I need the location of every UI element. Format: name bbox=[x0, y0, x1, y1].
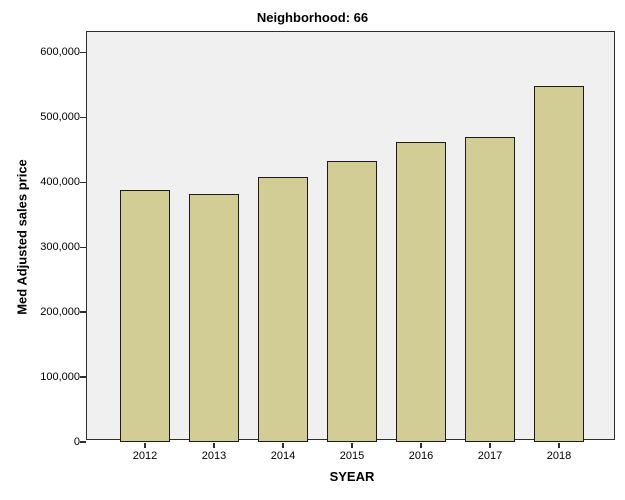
y-tick-label: 100,000 bbox=[40, 370, 80, 383]
bar-2018 bbox=[534, 86, 584, 442]
x-tick-mark bbox=[420, 443, 422, 448]
bar-2012 bbox=[120, 190, 170, 442]
y-tick-mark bbox=[80, 376, 86, 378]
x-tick-mark bbox=[351, 443, 353, 448]
y-tick-mark bbox=[80, 246, 86, 249]
bar-2016 bbox=[396, 141, 446, 442]
y-tick-label: 300,000 bbox=[40, 240, 80, 253]
y-tick-label: 0 bbox=[73, 435, 80, 448]
y-tick-label: 400,000 bbox=[40, 175, 80, 188]
y-tick-mark bbox=[80, 51, 86, 54]
x-tick-label: 2017 bbox=[477, 450, 503, 462]
x-axis-title: SYEAR bbox=[329, 469, 375, 484]
y-tick-mark bbox=[80, 181, 86, 184]
y-tick-mark bbox=[80, 441, 86, 443]
x-tick-label: 2014 bbox=[270, 450, 296, 462]
chart-title: Neighborhood: 66 bbox=[256, 10, 369, 25]
y-tick-label: 500,000 bbox=[40, 111, 80, 124]
bar-2014 bbox=[258, 177, 308, 442]
bar-2017 bbox=[465, 137, 515, 442]
x-tick-label: 2015 bbox=[339, 450, 365, 462]
x-tick-mark bbox=[558, 443, 560, 448]
x-tick-label: 2012 bbox=[132, 450, 158, 462]
y-tick-label: 600,000 bbox=[40, 46, 80, 59]
bar-2013 bbox=[189, 194, 239, 442]
x-tick-label: 2013 bbox=[201, 450, 227, 462]
x-tick-mark bbox=[489, 443, 491, 448]
x-tick-mark bbox=[282, 443, 284, 448]
x-tick-mark bbox=[213, 443, 215, 448]
y-tick-mark bbox=[80, 311, 86, 313]
bar-2015 bbox=[327, 161, 377, 442]
y-tick-mark bbox=[80, 116, 86, 119]
x-tick-label: 2016 bbox=[408, 450, 434, 462]
y-tick-label: 200,000 bbox=[40, 305, 80, 318]
x-tick-mark bbox=[144, 443, 146, 448]
x-tick-label: 2018 bbox=[546, 450, 572, 462]
